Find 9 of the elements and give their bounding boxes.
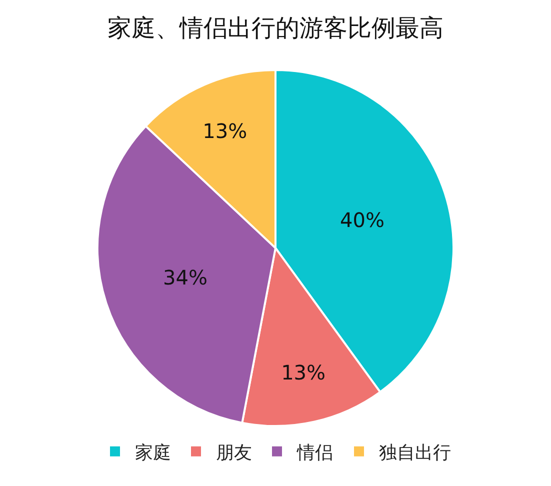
legend-label: 独自出行 [379,442,451,464]
data-label: 34% [163,265,208,290]
data-label: 13% [202,119,248,144]
data-label: 40% [340,208,384,232]
chart-title: 家庭、情侣出行的游客比例最高 [108,14,444,42]
legend-label: 家庭 [135,442,171,464]
data-label: 13% [281,360,326,384]
legend-label: 情侣 [296,442,333,464]
legend-label: 朋友 [216,442,252,464]
